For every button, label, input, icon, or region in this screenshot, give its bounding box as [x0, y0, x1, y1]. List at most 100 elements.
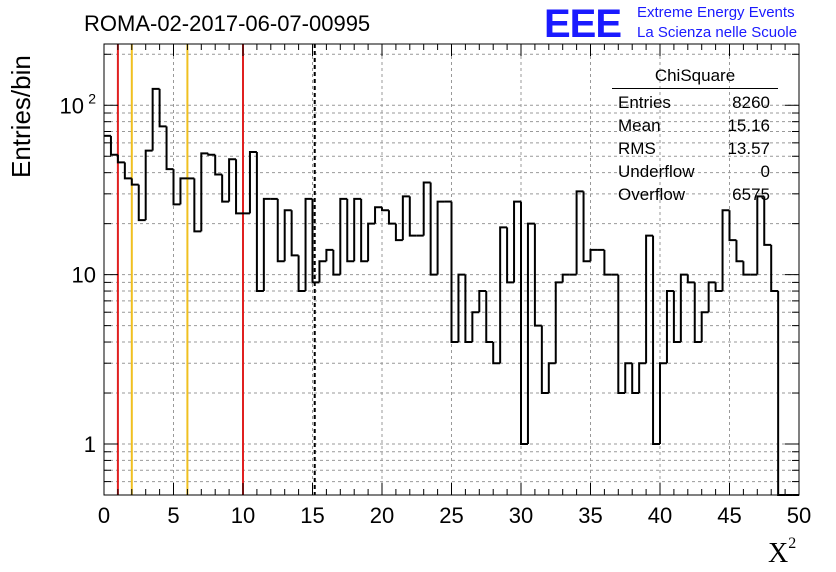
stats-title: ChiSquare: [612, 66, 778, 89]
histogram-bin: [638, 362, 647, 394]
histogram-bin: [526, 222, 535, 445]
histogram-bin: [144, 149, 153, 221]
histogram-bin: [540, 325, 549, 395]
histogram-bin: [464, 274, 473, 344]
stats-row-entries: Entries 8260: [612, 91, 778, 114]
stats-label: Overflow: [618, 185, 686, 204]
histogram-bin: [582, 191, 591, 263]
histogram-bin: [631, 363, 640, 395]
histogram-bin: [659, 362, 667, 445]
histogram-bin: [116, 154, 125, 164]
histogram-bin: [360, 198, 369, 263]
histogram-bars: [104, 87, 799, 496]
stats-row-rms: RMS 13.57: [612, 137, 778, 160]
histogram-bin: [123, 162, 132, 180]
histogram-bin: [652, 235, 660, 446]
histogram-bin: [381, 207, 389, 212]
histogram-bin: [721, 209, 730, 292]
stats-label: Entries: [618, 93, 671, 112]
histogram-bin: [318, 260, 327, 283]
histogram-bin: [408, 196, 417, 237]
histogram-bin: [221, 174, 230, 203]
histogram-bin: [109, 135, 118, 156]
histogram-bin: [714, 282, 723, 293]
histogram-bin: [707, 281, 716, 313]
histogram-bin: [520, 201, 528, 446]
histogram-bin: [589, 248, 598, 262]
histogram-bin: [554, 281, 563, 364]
histogram-bin: [297, 255, 306, 293]
histogram-bin: [248, 150, 257, 214]
stats-row-underflow: Underflow 0: [612, 160, 778, 183]
histogram-bin: [471, 311, 480, 343]
x-tick-label: 40: [648, 503, 672, 528]
x-tick-label: 45: [717, 503, 741, 528]
reference-lines: [116, 44, 316, 495]
histogram-bin: [353, 197, 362, 262]
histogram-bin: [645, 234, 654, 364]
histogram-bin: [735, 240, 744, 263]
histogram-bin: [693, 282, 702, 344]
histogram-bin: [436, 200, 445, 275]
histogram-bin: [547, 362, 556, 394]
histogram-bin: [679, 273, 688, 343]
histogram-bin: [478, 290, 487, 313]
y-tick-label: 10: [72, 263, 96, 288]
histogram-bin: [304, 197, 313, 292]
histogram-bin: [763, 196, 772, 246]
histogram-bin: [276, 198, 285, 263]
histogram-bin: [422, 181, 431, 236]
histogram-bin: [401, 195, 410, 241]
logo-line-2: La Scienza nelle Scuole: [637, 24, 798, 41]
run-title: ROMA-02-2017-06-07-00995: [84, 11, 371, 36]
histogram-bin: [165, 126, 174, 171]
histogram-bin: [172, 169, 181, 206]
x-tick-label: 50: [787, 503, 811, 528]
histogram-bin: [374, 206, 382, 224]
x-tick-label: 30: [509, 503, 533, 528]
y-tick-label-exponent: 2: [88, 90, 96, 106]
histogram-bin: [394, 223, 403, 242]
histogram-bin: [332, 249, 341, 276]
histogram-bin: [193, 178, 202, 233]
histogram-bin: [624, 362, 633, 394]
stats-value: 8260: [732, 93, 770, 112]
x-tick-label: 35: [578, 503, 602, 528]
histogram-bin: [603, 249, 612, 276]
histogram-bin: [506, 227, 515, 284]
x-tick-label: 10: [231, 503, 255, 528]
y-tick-label: 1: [84, 432, 96, 457]
histogram-bin: [575, 190, 584, 275]
histogram-bin: [151, 87, 160, 151]
histogram-bin: [228, 158, 237, 202]
histogram-bin: [457, 273, 466, 343]
histogram-bin: [158, 88, 167, 128]
histogram-bin: [367, 222, 376, 262]
histogram-bin: [283, 209, 292, 262]
axis-ticks: [103, 44, 800, 495]
logo-line-1: Extreme Energy Events: [637, 4, 795, 21]
x-axis-label-base: X: [768, 538, 789, 569]
histogram-bin: [756, 195, 765, 275]
histogram-bin: [387, 210, 396, 225]
histogram-bin: [339, 197, 348, 275]
histogram-bin: [130, 178, 139, 186]
histogram-bin: [207, 153, 216, 156]
y-axis-label: Entries/bin: [6, 55, 36, 178]
histogram-bin: [255, 151, 264, 293]
histogram-bin: [485, 291, 494, 344]
stats-label: Underflow: [618, 162, 695, 181]
histogram-bin: [728, 210, 737, 242]
histogram-bin: [742, 261, 751, 276]
histogram-bin: [200, 152, 209, 232]
x-tick-label: 20: [370, 503, 394, 528]
stats-value: 13.57: [727, 139, 770, 158]
histogram-bin: [235, 159, 243, 215]
stats-value: 6575: [732, 185, 770, 204]
histogram-bin: [672, 291, 681, 344]
histogram-bin: [499, 226, 508, 364]
histogram-bin: [311, 198, 320, 284]
x-axis-label: X2: [768, 535, 796, 570]
